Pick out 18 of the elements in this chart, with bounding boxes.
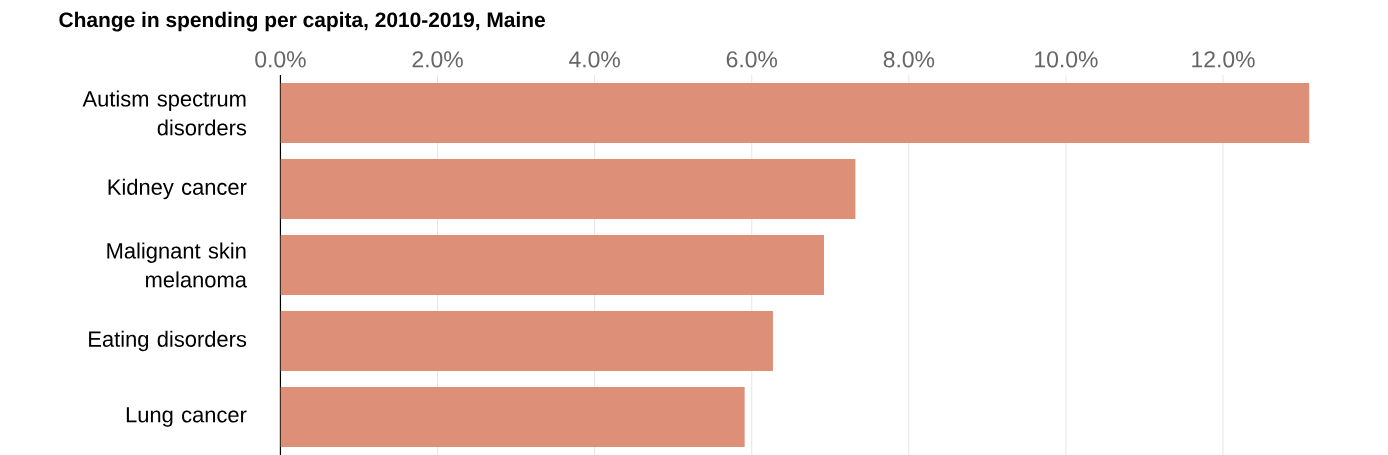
bar [280,234,824,296]
x-tick-label: 4.0% [569,51,620,68]
x-tick-label: 12.0% [1192,51,1255,68]
y-tick-label: Lung cancer [126,407,247,427]
bar [280,82,1310,144]
chart-title: Change in spending per capita, 2010-2019, Maine [59,11,545,32]
y-tick-label: Autism spectrum disorders [82,90,247,136]
y-tick-label: Kidney cancer [108,178,247,200]
bar [280,310,773,372]
x-tick-label: 6.0% [726,51,778,68]
y-tick-label: Eating disorders [89,330,247,352]
x-tick-label: 10.0% [1035,51,1098,68]
bar [280,158,856,220]
x-tick-label: 8.0% [883,51,935,68]
bar [280,386,745,448]
x-tick-label: 2.0% [412,51,463,68]
x-tick-label: 0.0% [255,51,306,68]
y-tick-label: Malignant skin melanoma [107,242,247,288]
